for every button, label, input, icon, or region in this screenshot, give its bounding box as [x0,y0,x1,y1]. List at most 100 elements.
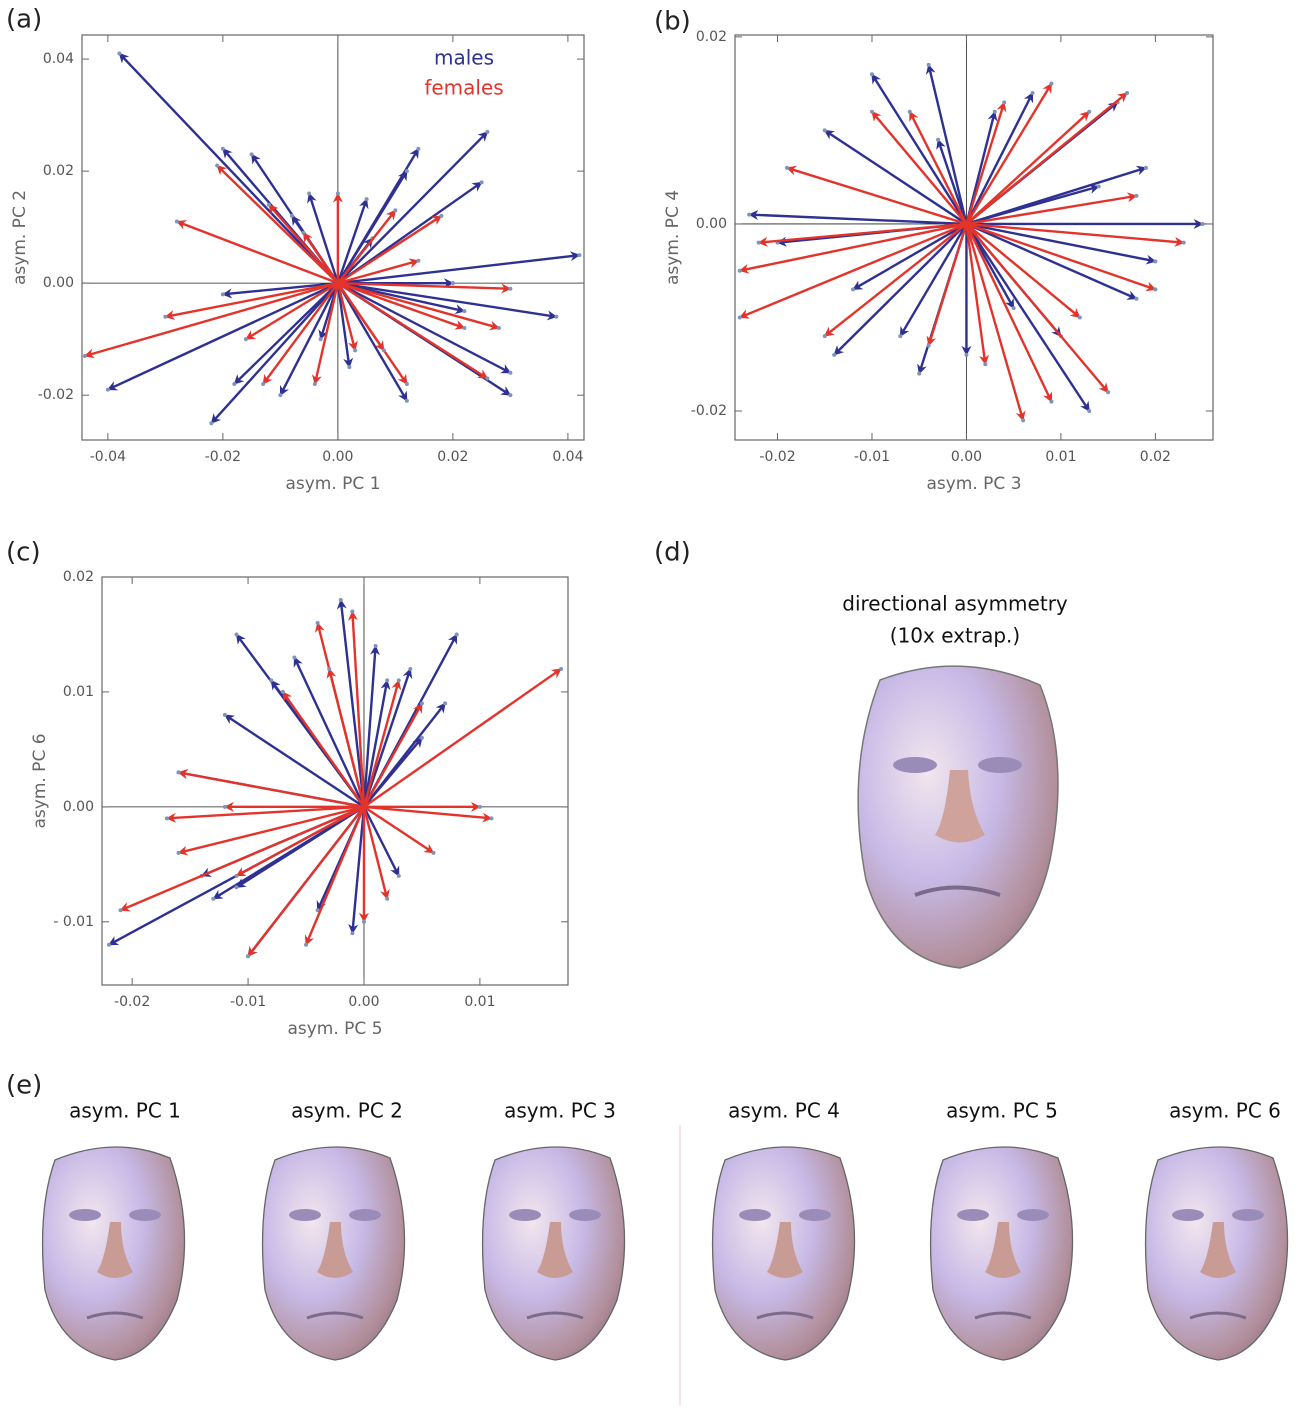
y-tick-label: -0.02 [691,403,727,419]
arrow [364,669,561,807]
arrow-tip [497,326,501,330]
arrow-tip [508,287,512,291]
arrow [352,807,364,933]
panel-label: (d) [654,538,691,568]
arrow-tip [908,110,912,114]
arrow-tip [244,337,248,341]
arrow-tip [83,354,87,358]
eye [799,1209,831,1221]
arrow [283,692,364,807]
arrow [966,93,1032,224]
arrow-tip [462,309,466,313]
panel-label: (e) [6,1071,42,1101]
arrow-tip [1031,91,1035,95]
arrow [938,140,966,224]
arrow-tip [1153,259,1157,263]
y-tick-label: 0.02 [696,29,727,45]
arrow-tip [420,736,424,740]
x-tick-label: 0.01 [464,994,495,1010]
y-axis-label: asym. PC 2 [10,190,30,285]
arrow-tip [462,326,466,330]
arrow [338,132,488,283]
arrow-tip [350,931,354,935]
arrow-tip [964,353,968,357]
panel-label: (c) [6,538,41,568]
arrow-tip [350,609,354,613]
x-tick-label: -0.04 [90,449,126,465]
face-row [43,1147,1288,1360]
arrow-tip [936,138,940,142]
x-tick-label: 0.00 [322,449,353,465]
arrow-tip [823,334,827,338]
arrow-tip [353,348,357,352]
x-axis-label: asym. PC 5 [287,1019,382,1039]
arrow-tip [480,180,484,184]
arrow-tip [1134,297,1138,301]
arrow-tip [374,644,378,648]
x-tick-label: 0.04 [552,449,583,465]
arrow-tip [385,897,389,901]
arrow-tip [489,816,493,820]
eye [509,1209,541,1221]
arrow-tip [785,166,789,170]
arrow [338,283,465,328]
arrow-tip [292,655,296,659]
arrow-tip [1182,241,1186,245]
eye [289,1209,321,1221]
x-tick-label: -0.01 [230,994,266,1010]
arrow-tip [1012,306,1016,310]
face-image [483,1147,625,1360]
face-image [43,1147,185,1360]
arrow-tip [234,874,238,878]
arrow-tip [738,269,742,273]
arrow [740,224,967,318]
arrow-tip [281,690,285,694]
arrow [236,807,364,876]
arrow-tip [215,164,219,168]
arrow-tip [1021,418,1025,422]
arrow-tip [209,421,213,425]
face-image [931,1147,1073,1360]
arrow-tip [405,382,409,386]
face-image [1146,1147,1288,1360]
arrow-tip [405,169,409,173]
eye [1017,1209,1049,1221]
arrow-tip [747,213,751,217]
arrow-tip [983,362,987,366]
chart: -0.04-0.020.000.020.040.040.020.00-0.02a… [10,35,584,494]
arrow-tip [1144,166,1148,170]
arrow [749,215,966,224]
face-title: asym. PC 6 [1169,1099,1281,1123]
arrow-tip [439,214,443,218]
face-title: asym. PC 4 [728,1099,840,1123]
arrow-tip [382,348,386,352]
arrow [966,224,1183,243]
arrow-tip [1049,82,1053,86]
arrow-tip [405,399,409,403]
arrow-tip [107,943,111,947]
eye [1172,1209,1204,1221]
figure: (a) (b) (c) (d) (e) directional asymmetr… [0,0,1315,1405]
arrow-tip [1078,315,1082,319]
arrow-tip [163,315,167,319]
x-tick-label: -0.02 [205,449,241,465]
arrow-tip [223,805,227,809]
x-axis-label: asym. PC 3 [926,474,1021,494]
y-tick-label: 0.00 [63,799,94,815]
arrow [787,168,966,224]
arrow-tip [1049,400,1053,404]
arrow-tip [1087,110,1091,114]
arrow-tip [385,678,389,682]
eye [349,1209,381,1221]
arrow-tip [339,598,343,602]
arrow-tip [119,908,123,912]
arrow-tip [416,147,420,151]
arrow-tip [757,241,761,245]
arrow-tip [738,315,742,319]
legend-entry: males [434,46,494,70]
arrow-tip [927,63,931,67]
arrow [872,74,966,224]
arrow-tip [577,253,581,257]
arrow [108,283,338,389]
arrow-tip [485,130,489,134]
